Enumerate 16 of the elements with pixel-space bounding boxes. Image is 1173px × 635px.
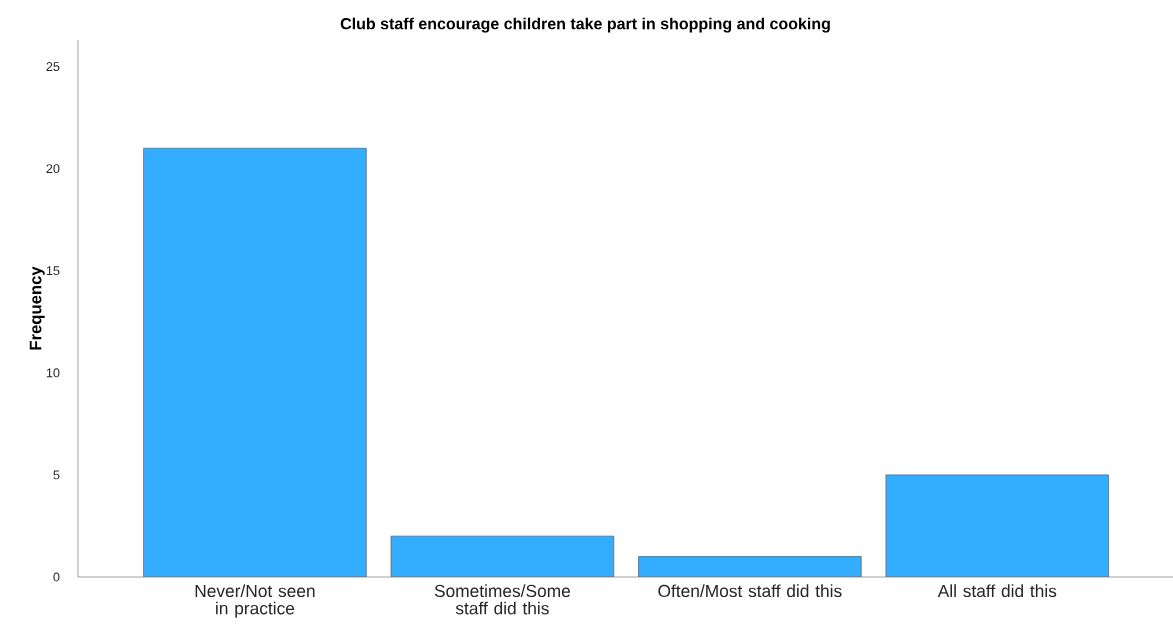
chart-title: Club staff encourage children take part in shopping and cooking [340,17,830,33]
y-tick-label: 0 [53,572,60,582]
x-tick-label: Sometimes/Some staff did this [434,584,571,615]
y-tick-label: 10 [46,368,60,378]
y-tick-label: 15 [46,266,60,276]
bar [390,535,615,577]
bar [143,147,367,577]
bar [638,556,862,577]
bar [885,474,1110,577]
x-tick-label: Never/Not seen in practice [195,584,315,618]
y-tick-label: 25 [46,62,60,72]
x-tick-label: Often/Most staff did this [658,584,842,598]
y-tick-label: 20 [46,164,60,174]
y-tick-label: 5 [53,470,60,480]
y-axis-title: Frequency [29,266,45,350]
x-tick-label: All staff did this [937,584,1057,598]
